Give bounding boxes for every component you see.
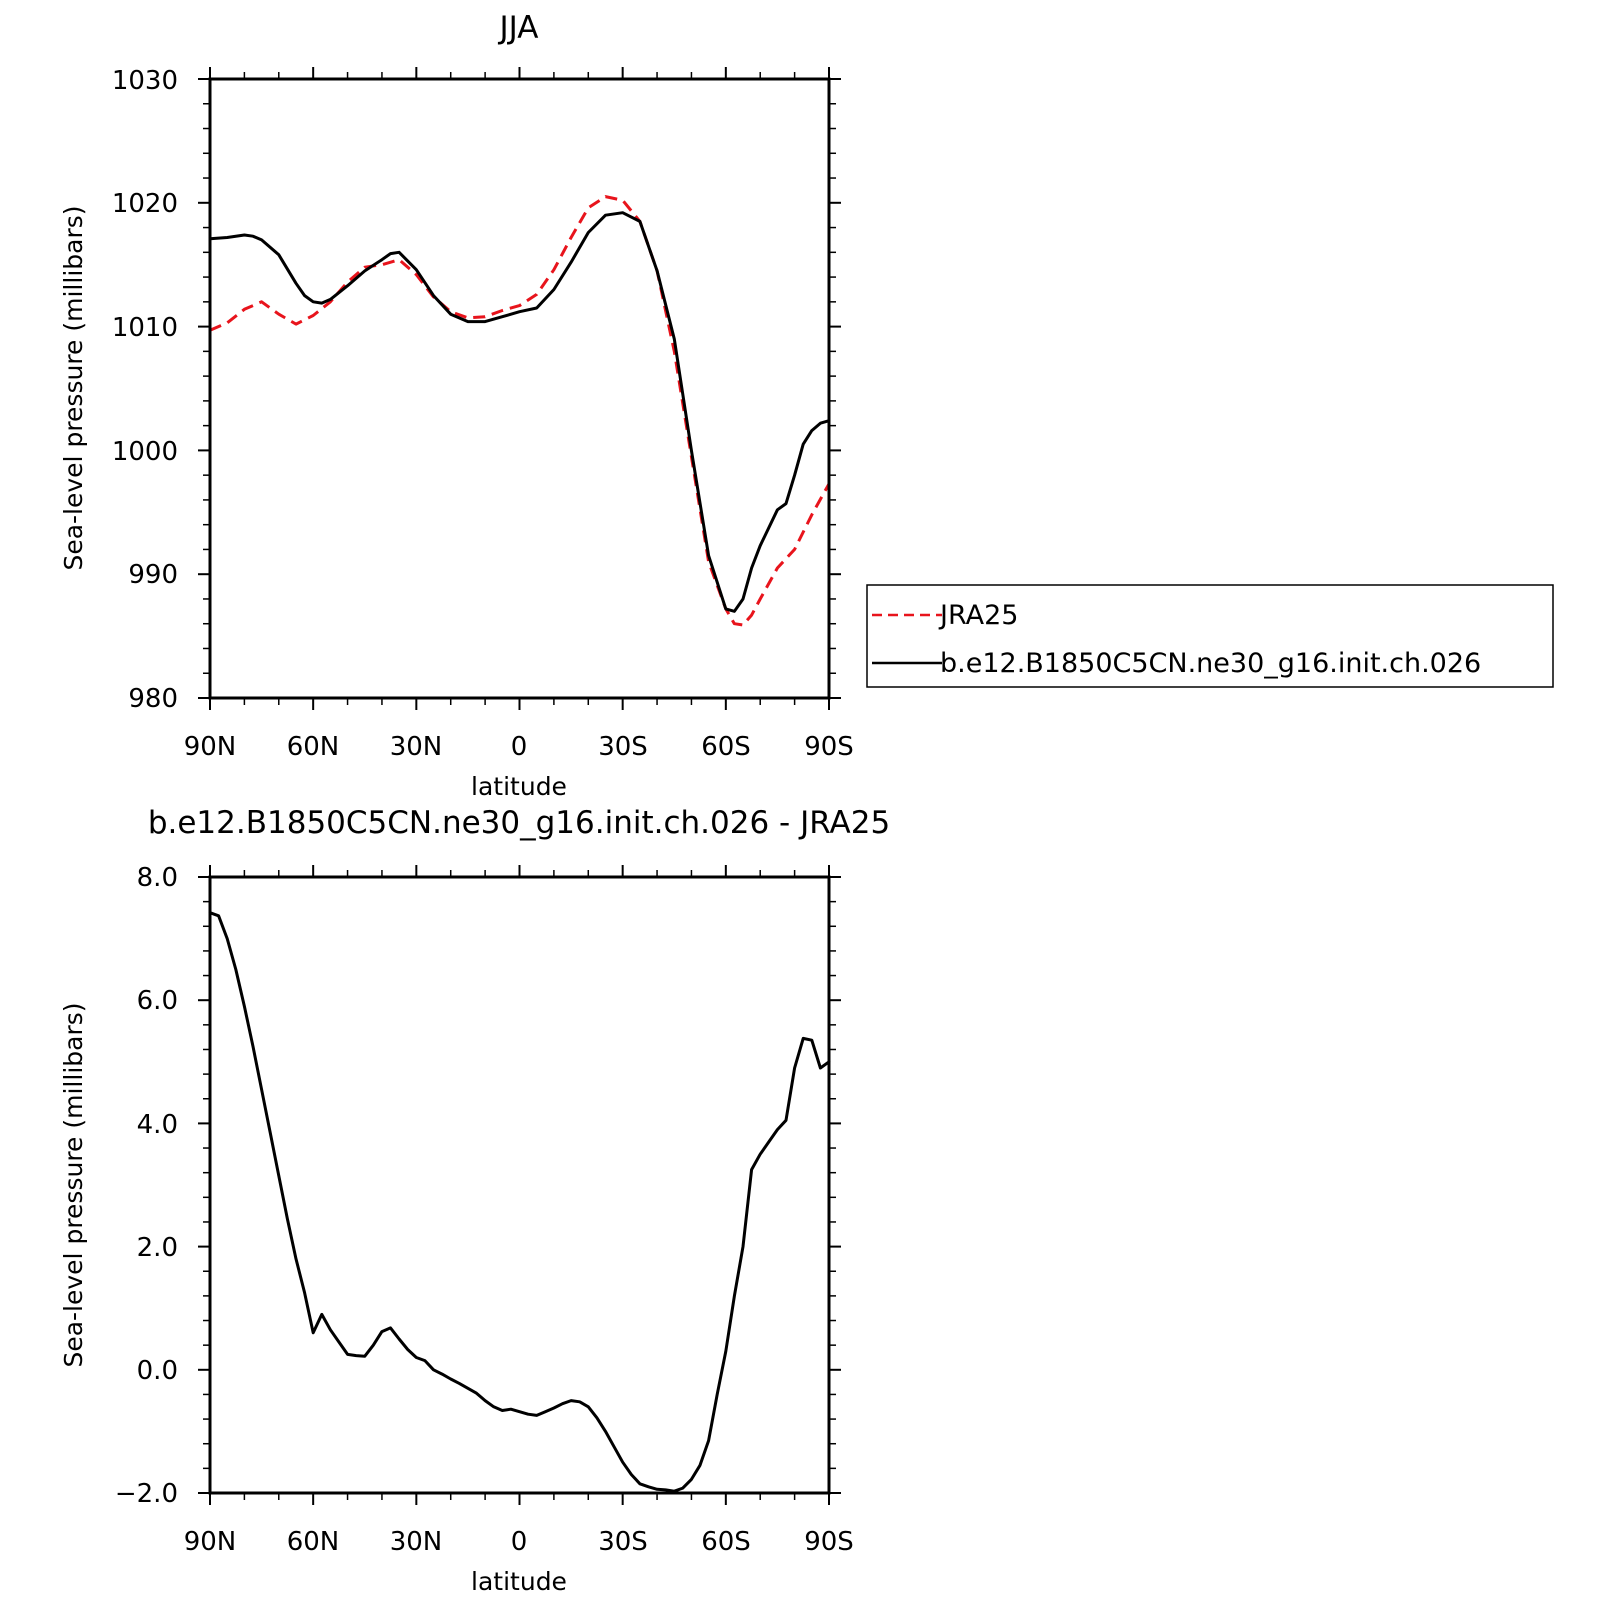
bottom-y-tick-label: 2.0 xyxy=(137,1233,178,1263)
top-y-tick-label: 1020 xyxy=(112,189,178,219)
bottom-y-tick-label: 6.0 xyxy=(137,986,178,1016)
top-x-tick-label: 90S xyxy=(804,732,854,762)
top-x-tick-label: 0 xyxy=(511,732,528,762)
legend-label-model: b.e12.B1850C5CN.ne30_g16.init.ch.026 xyxy=(940,648,1481,679)
bottom-y-tick-label: 4.0 xyxy=(137,1110,178,1140)
top-y-tick-label: 980 xyxy=(128,684,178,714)
legend: JRA25 b.e12.B1850C5CN.ne30_g16.init.ch.0… xyxy=(866,584,1554,688)
bottom-chart-series xyxy=(208,911,831,1493)
top-x-tick-label: 30N xyxy=(390,732,443,762)
top-x-tick-labels: 90N 60N 30N 0 30S 60S 90S xyxy=(184,732,854,762)
top-x-tick-label: 90N xyxy=(184,732,237,762)
bottom-chart-title: b.e12.B1850C5CN.ne30_g16.init.ch.026 - J… xyxy=(148,805,890,841)
bottom-series-line-0 xyxy=(208,911,831,1493)
top-chart: JJA 980 990 1000 1010 1020 1030 90N 60N … xyxy=(59,10,1554,801)
bottom-x-tick-labels: 90N 60N 30N 0 30S 60S 90S xyxy=(184,1527,854,1557)
bottom-y-tick-label: −2.0 xyxy=(115,1479,178,1509)
bottom-y-tick-labels: −2.0 0.0 2.0 4.0 6.0 8.0 xyxy=(115,863,178,1509)
top-y-tick-label: 1030 xyxy=(112,66,178,96)
top-chart-ticks xyxy=(198,67,841,710)
bottom-y-tick-label: 8.0 xyxy=(137,863,178,893)
bottom-x-tick-label: 90N xyxy=(184,1527,237,1557)
top-series-line-0 xyxy=(209,195,831,627)
bottom-chart-frame xyxy=(208,875,831,1495)
top-y-tick-label: 990 xyxy=(128,560,178,590)
top-chart-frame xyxy=(208,77,831,700)
top-y-axis-label: Sea-level pressure (millibars) xyxy=(59,205,88,570)
top-x-tick-label: 60N xyxy=(287,732,340,762)
bottom-x-tick-label: 30N xyxy=(390,1527,443,1557)
top-y-tick-label: 1000 xyxy=(112,437,178,467)
top-series-line-1 xyxy=(208,211,831,613)
bottom-x-tick-label: 90S xyxy=(804,1527,854,1557)
top-x-tick-label: 30S xyxy=(598,732,648,762)
bottom-x-tick-label: 0 xyxy=(511,1527,528,1557)
top-y-tick-labels: 980 990 1000 1010 1020 1030 xyxy=(112,66,178,714)
top-y-tick-label: 1010 xyxy=(112,313,178,343)
legend-box xyxy=(866,584,1554,688)
bottom-y-axis-label: Sea-level pressure (millibars) xyxy=(59,1002,88,1367)
bottom-chart-ticks xyxy=(198,865,841,1505)
top-x-axis-label: latitude xyxy=(471,772,567,801)
bottom-x-tick-label: 60N xyxy=(287,1527,340,1557)
bottom-x-tick-label: 60S xyxy=(701,1527,751,1557)
bottom-x-tick-label: 30S xyxy=(598,1527,648,1557)
top-chart-series xyxy=(208,195,831,627)
top-x-tick-label: 60S xyxy=(701,732,751,762)
top-chart-title: JJA xyxy=(498,10,539,46)
legend-label-jra25: JRA25 xyxy=(938,600,1018,631)
bottom-x-axis-label: latitude xyxy=(471,1567,567,1596)
bottom-y-tick-label: 0.0 xyxy=(137,1356,178,1386)
bottom-chart: b.e12.B1850C5CN.ne30_g16.init.ch.026 - J… xyxy=(59,805,890,1596)
